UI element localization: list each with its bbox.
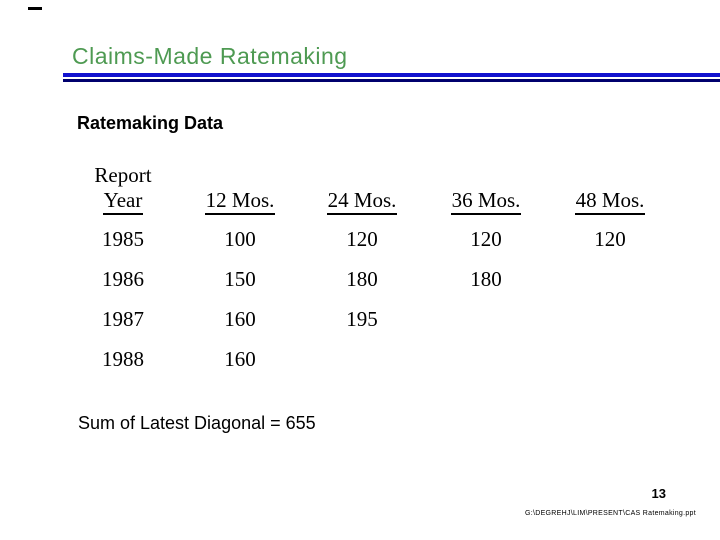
table-cell: 180 — [470, 267, 502, 291]
table-cell: 120 — [470, 227, 502, 251]
table-header-year: Year — [63, 190, 183, 215]
table-header-36mos: 36 Mos. — [426, 190, 546, 215]
table-cell: 1985 — [102, 227, 144, 251]
table-cell: 160 — [224, 347, 256, 371]
table-header-label: Year — [102, 190, 144, 215]
slide-title: Claims-Made Ratemaking — [72, 43, 348, 69]
table-cell: 180 — [346, 267, 378, 291]
table-header-24mos: 24 Mos. — [302, 190, 422, 215]
table-cell: 160 — [224, 307, 256, 331]
page-number: 13 — [651, 486, 666, 501]
table-cell: 120 — [346, 227, 378, 251]
table-cell: 150 — [224, 267, 256, 291]
table-cell: 1986 — [102, 267, 144, 291]
table-row: 1985 100 120 120 120 — [0, 229, 720, 255]
summary-text: Sum of Latest Diagonal = 655 — [78, 413, 316, 433]
table-cell: 100 — [224, 227, 256, 251]
table-header-label: 24 Mos. — [326, 190, 398, 215]
table-row: 1986 150 180 180 — [0, 269, 720, 295]
file-path-text: G:\DEGREHJ\LIM\PRESENT\CAS Ratemaking.pp… — [524, 510, 696, 517]
table-cell: 120 — [594, 227, 626, 251]
table-header-report: Report — [94, 163, 152, 187]
table-cell: 1987 — [102, 307, 144, 331]
table-row: 1987 160 195 — [0, 309, 720, 335]
table-cell: 1988 — [102, 347, 144, 371]
table-header-label: 36 Mos. — [450, 190, 522, 215]
title-rule-bottom — [63, 79, 720, 82]
table-header-12mos: 12 Mos. — [180, 190, 300, 215]
table-header-row: Year 12 Mos. 24 Mos. 36 Mos. 48 Mos. — [0, 190, 720, 216]
table-header-48mos: 48 Mos. — [550, 190, 670, 215]
section-heading: Ratemaking Data — [77, 113, 224, 133]
stray-mark — [28, 7, 42, 10]
table-cell: 195 — [346, 307, 378, 331]
table-row: 1988 160 — [0, 349, 720, 375]
title-rule-top — [63, 73, 720, 77]
table-header-label: 48 Mos. — [574, 190, 646, 215]
table-header-label: 12 Mos. — [204, 190, 276, 215]
table-header-report-row: Report — [0, 165, 720, 191]
